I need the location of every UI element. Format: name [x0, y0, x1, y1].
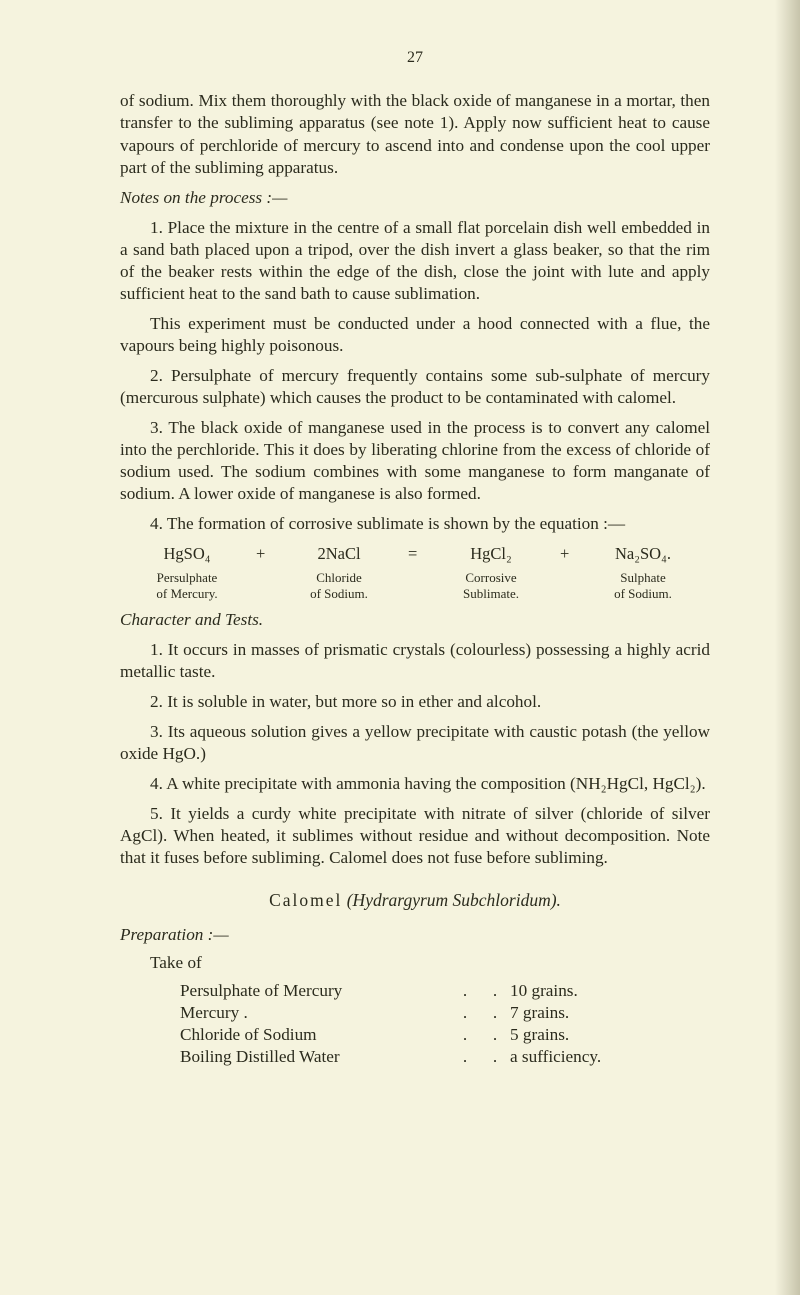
ingredient-name: Chloride of Sodium [180, 1024, 450, 1046]
preparation-heading: Preparation :— [120, 924, 710, 946]
leader-dot: . [480, 1046, 510, 1068]
test-5: 5. It yields a curdy white precipitate w… [120, 803, 710, 869]
calomel-latin: (Hydrargyrum Subchloridum). [347, 890, 561, 910]
notes-heading: Notes on the process :— [120, 187, 710, 209]
eq-equals: = [408, 543, 422, 564]
calomel-heading: Calomel (Hydrargyrum Subchloridum). [120, 889, 710, 911]
eq-label-d: Sulphate of Sodium. [598, 570, 688, 603]
ingredient-amount: a sufficiency. [510, 1046, 710, 1068]
note-4: 4. The formation of corrosive sublimate … [120, 513, 710, 535]
page: 27 of sodium. Mix them thoroughly with t… [0, 0, 800, 1295]
leader-dot: . [450, 980, 480, 1002]
eq-label-sp1 [256, 570, 270, 603]
leader-dot: . [450, 1024, 480, 1046]
ingredient-name: Boiling Distilled Water [180, 1046, 450, 1068]
leader-dot: . [480, 980, 510, 1002]
ingredient-row: Persulphate of Mercury . . 10 grains. [180, 980, 710, 1002]
ingredient-row: Boiling Distilled Water . . a sufficienc… [180, 1046, 710, 1068]
leader-dot: . [480, 1002, 510, 1024]
ingredient-name: Persulphate of Mercury [180, 980, 450, 1002]
ingredient-row: Chloride of Sodium . . 5 grains. [180, 1024, 710, 1046]
note-2: 2. Persulphate of mercury frequently con… [120, 365, 710, 409]
note-1b: This experiment must be conducted under … [120, 313, 710, 357]
eq-plus-2: + [560, 543, 574, 564]
note-1: 1. Place the mixture in the centre of a … [120, 217, 710, 305]
equation-labels: Persulphate of Mercury. Chloride of Sodi… [120, 570, 710, 603]
eq-label-c: Corrosive Sublimate. [446, 570, 536, 603]
test-4: 4. A white precipitate with ammonia havi… [120, 773, 710, 795]
paragraph-intro: of sodium. Mix them thoroughly with the … [120, 90, 710, 178]
eq-label-a: Persulphate of Mercury. [142, 570, 232, 603]
eq-label-b: Chloride of Sodium. [294, 570, 384, 603]
ingredient-amount: 7 grains. [510, 1002, 710, 1024]
leader-dot: . [450, 1002, 480, 1024]
eq-term-a: HgSO₄ [142, 543, 232, 564]
eq-label-sp3 [560, 570, 574, 603]
equation-row: HgSO₄ + 2NaCl = HgCl₂ + Na₂SO₄. [120, 543, 710, 564]
ingredient-amount: 10 grains. [510, 980, 710, 1002]
eq-label-sp2 [408, 570, 422, 603]
note-3: 3. The black oxide of manganese used in … [120, 417, 710, 505]
ingredient-row: Mercury . . . 7 grains. [180, 1002, 710, 1024]
take-of: Take of [120, 952, 710, 974]
calomel-word: Calomel [269, 890, 342, 910]
test-1: 1. It occurs in masses of prismatic crys… [120, 639, 710, 683]
ingredient-name: Mercury . [180, 1002, 450, 1024]
test-2: 2. It is soluble in water, but more so i… [120, 691, 710, 713]
leader-dot: . [450, 1046, 480, 1068]
ingredient-amount: 5 grains. [510, 1024, 710, 1046]
leader-dot: . [480, 1024, 510, 1046]
eq-plus-1: + [256, 543, 270, 564]
eq-term-b: 2NaCl [294, 543, 384, 564]
test-3: 3. Its aqueous solution gives a yellow p… [120, 721, 710, 765]
eq-term-c: HgCl₂ [446, 543, 536, 564]
character-and-tests: Character and Tests. [120, 609, 710, 631]
eq-term-d: Na₂SO₄. [598, 543, 688, 564]
ingredients-list: Persulphate of Mercury . . 10 grains. Me… [180, 980, 710, 1068]
page-number: 27 [120, 48, 710, 68]
